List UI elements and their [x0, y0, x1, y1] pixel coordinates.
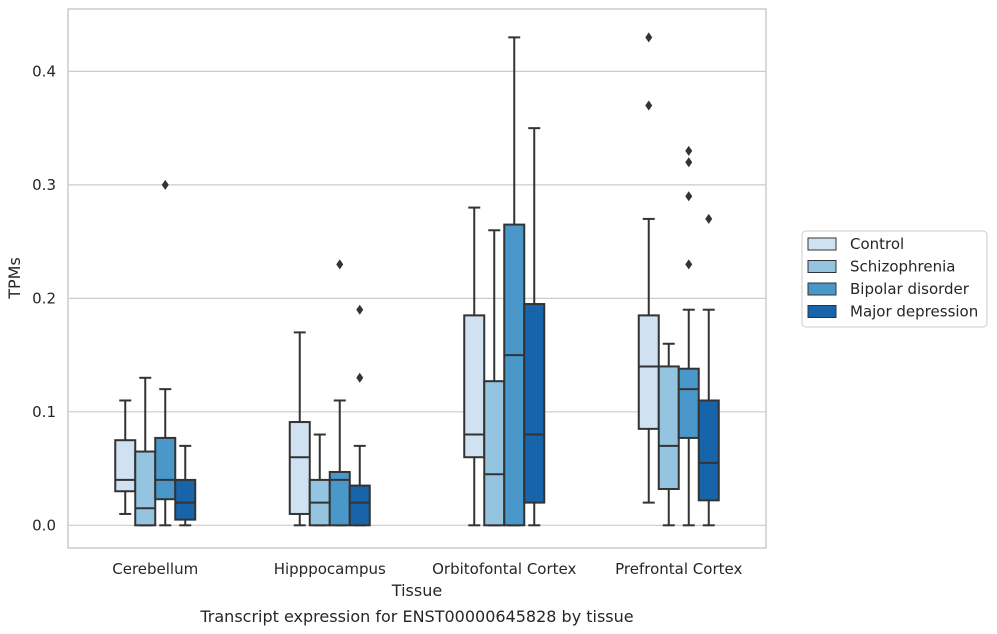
- box-group: [503, 36, 526, 527]
- box: [463, 314, 486, 459]
- series-schizophrenia: [134, 229, 680, 527]
- legend-label: Bipolar disorder: [850, 280, 970, 298]
- y-tick-label: 0.0: [32, 516, 56, 534]
- box: [154, 436, 177, 501]
- x-tick-label: Prefrontal Cortex: [615, 560, 742, 578]
- box: [288, 421, 311, 515]
- box: [637, 314, 660, 430]
- legend: Control Schizophrenia Bipolar disorder Majo…: [801, 230, 988, 328]
- legend-label: Control: [850, 235, 904, 253]
- y-tick-label: 0.2: [32, 289, 56, 307]
- box-group: [463, 206, 486, 527]
- box-group: [308, 433, 331, 527]
- box: [503, 223, 526, 527]
- plot-frame: [67, 8, 767, 549]
- box: [134, 450, 157, 527]
- box: [523, 303, 546, 504]
- outlier-point: [356, 372, 364, 383]
- box-group: [637, 32, 660, 504]
- outlier-point: [356, 304, 364, 315]
- legend-label: Schizophrenia: [850, 258, 955, 276]
- y-tick-label: 0.1: [32, 403, 56, 421]
- legend-label: Major depression: [850, 303, 978, 321]
- series-control: [114, 32, 660, 527]
- box-group: [134, 376, 157, 527]
- y-tick-label: 0.3: [32, 176, 56, 194]
- axes: 0.0 0.1 0.2 0.3 0.4 Cerebellum Hipppocampus Orb…: [32, 62, 742, 578]
- box-group: [154, 179, 177, 527]
- box-group: [657, 342, 680, 527]
- outlier-point: [645, 100, 653, 111]
- y-axis-label: TPMs: [5, 257, 24, 300]
- outlier-point: [645, 32, 653, 43]
- legend-frame: [801, 230, 988, 328]
- outlier-point: [685, 145, 693, 156]
- box: [348, 484, 371, 527]
- box-group: [114, 399, 137, 515]
- series-major-depression: [174, 127, 720, 527]
- box-group: [483, 229, 506, 527]
- box-group: [697, 213, 720, 527]
- series-bipolar-disorder: [154, 36, 700, 527]
- legend-swatch: [807, 260, 837, 273]
- legend-swatch: [807, 237, 837, 251]
- box: [697, 399, 720, 502]
- x-tick-label: Cerebellum: [112, 560, 198, 578]
- box-group: [348, 304, 371, 527]
- box-group: [677, 145, 700, 527]
- legend-swatch: [807, 305, 837, 318]
- box: [677, 367, 700, 439]
- box-group: [328, 259, 351, 527]
- figure-caption: Transcript expression for ENST0000064582…: [199, 607, 633, 626]
- x-tick-label: Hipppocampus: [274, 560, 386, 578]
- box-plot-series: [114, 32, 720, 527]
- box-group: [174, 444, 197, 527]
- y-tick-label: 0.4: [32, 62, 56, 80]
- box-group: [523, 127, 546, 527]
- outlier-point: [685, 191, 693, 202]
- box: [114, 439, 137, 493]
- outlier-point: [705, 213, 713, 224]
- outlier-point: [685, 157, 693, 168]
- box: [657, 365, 680, 490]
- box: [483, 380, 506, 527]
- box: [174, 478, 197, 521]
- legend-swatch: [807, 282, 837, 296]
- x-axis-label: Tissue: [391, 581, 442, 600]
- outlier-point: [161, 179, 169, 190]
- outlier-point: [336, 259, 344, 270]
- box-group: [288, 331, 311, 527]
- x-tick-label: Orbitofontal Cortex: [432, 560, 576, 578]
- outlier-point: [685, 259, 693, 270]
